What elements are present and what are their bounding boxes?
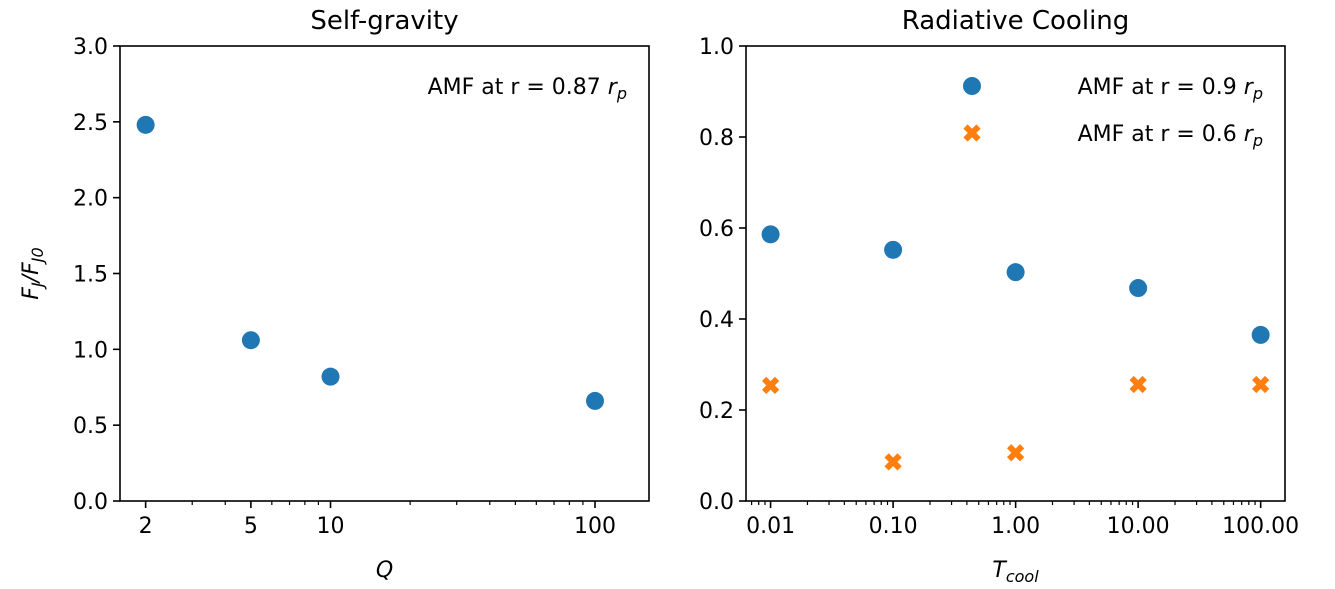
radiative-cooling-point-series-1 (1252, 375, 1270, 394)
radiative-cooling-x-axis-label: Tcool (992, 558, 1039, 586)
self-gravity-y-tick-label: 0.0 (73, 490, 108, 515)
radiative-cooling-title: Radiative Cooling (902, 6, 1130, 36)
self-gravity-y-tick-label: 1.0 (73, 338, 108, 363)
self-gravity-legend-label: AMF at r = 0.87 rp (428, 75, 627, 103)
radiative-cooling-legend-label: AMF at r = 0.6 rp (1078, 122, 1263, 150)
radiative-cooling-point-series-0 (1006, 263, 1025, 282)
radiative-cooling-point-series-1 (761, 376, 780, 395)
radiative-cooling-point-series-1 (1007, 444, 1025, 462)
self-gravity-point-series-0 (136, 115, 155, 134)
radiative-cooling-x-tick-label: 1.00 (991, 514, 1040, 539)
radiative-cooling-point-series-1 (1129, 375, 1147, 394)
radiative-cooling-legend-label: AMF at r = 0.9 rp (1078, 75, 1263, 103)
self-gravity-title: Self-gravity (310, 6, 458, 36)
radiative-cooling-point-series-0 (884, 240, 903, 259)
self-gravity-x-tick-label: 10 (317, 514, 345, 539)
radiative-cooling-y-tick-label: 0.0 (699, 490, 734, 515)
self-gravity-y-tick-label: 3.0 (73, 35, 108, 60)
self-gravity-axes-frame (119, 45, 650, 502)
self-gravity-panel: 2 5 10 100 0.0 0.5 1.0 1.5 2.0 2.5 3.0 Self-gravity… (19, 6, 650, 583)
radiative-cooling-point-series-0 (1251, 325, 1270, 344)
radiative-cooling-point-series-1 (884, 453, 902, 471)
radiative-cooling-x-tick-label: 0.01 (746, 514, 795, 539)
radiative-cooling-y-tick-label: 0.8 (699, 126, 734, 151)
radiative-cooling-x-tick-label: 10.00 (1107, 514, 1170, 539)
self-gravity-x-tick-label: 2 (139, 514, 153, 539)
self-gravity-y-tick-label: 1.5 (73, 263, 108, 288)
radiative-cooling-point-series-0 (761, 225, 780, 244)
self-gravity-x-tick-label: 5 (244, 514, 258, 539)
self-gravity-point-series-0 (241, 331, 260, 350)
radiative-cooling-y-tick-label: 0.2 (699, 399, 734, 424)
radiative-cooling-y-tick-label: 0.4 (699, 308, 734, 333)
self-gravity-y-axis-label: FJ​/FJ0​ (19, 247, 47, 299)
self-gravity-x-tick-label: 100 (574, 514, 616, 539)
radiative-cooling-point-series-0 (1129, 279, 1148, 298)
radiative-cooling-x-tick-label: 100.00 (1222, 514, 1299, 539)
radiative-cooling-legend-handle (963, 124, 981, 142)
self-gravity-y-tick-label: 0.5 (73, 414, 108, 439)
self-gravity-x-axis-label: Q (376, 558, 393, 583)
radiative-cooling-y-tick-label: 0.6 (699, 217, 734, 242)
radiative-cooling-legend-handle (963, 77, 981, 95)
self-gravity-point-series-0 (321, 367, 340, 386)
self-gravity-y-tick-label: 2.5 (73, 111, 108, 136)
radiative-cooling-x-tick-label: 0.10 (869, 514, 918, 539)
self-gravity-y-tick-label: 2.0 (73, 187, 108, 212)
self-gravity-point-series-0 (586, 391, 605, 410)
radiative-cooling-panel: 0.01 0.10 1.00 10.00 100.00 0.0 0.2 0.4 0.6 0.8 1.… (699, 6, 1299, 586)
radiative-cooling-y-tick-label: 1.0 (699, 35, 734, 60)
